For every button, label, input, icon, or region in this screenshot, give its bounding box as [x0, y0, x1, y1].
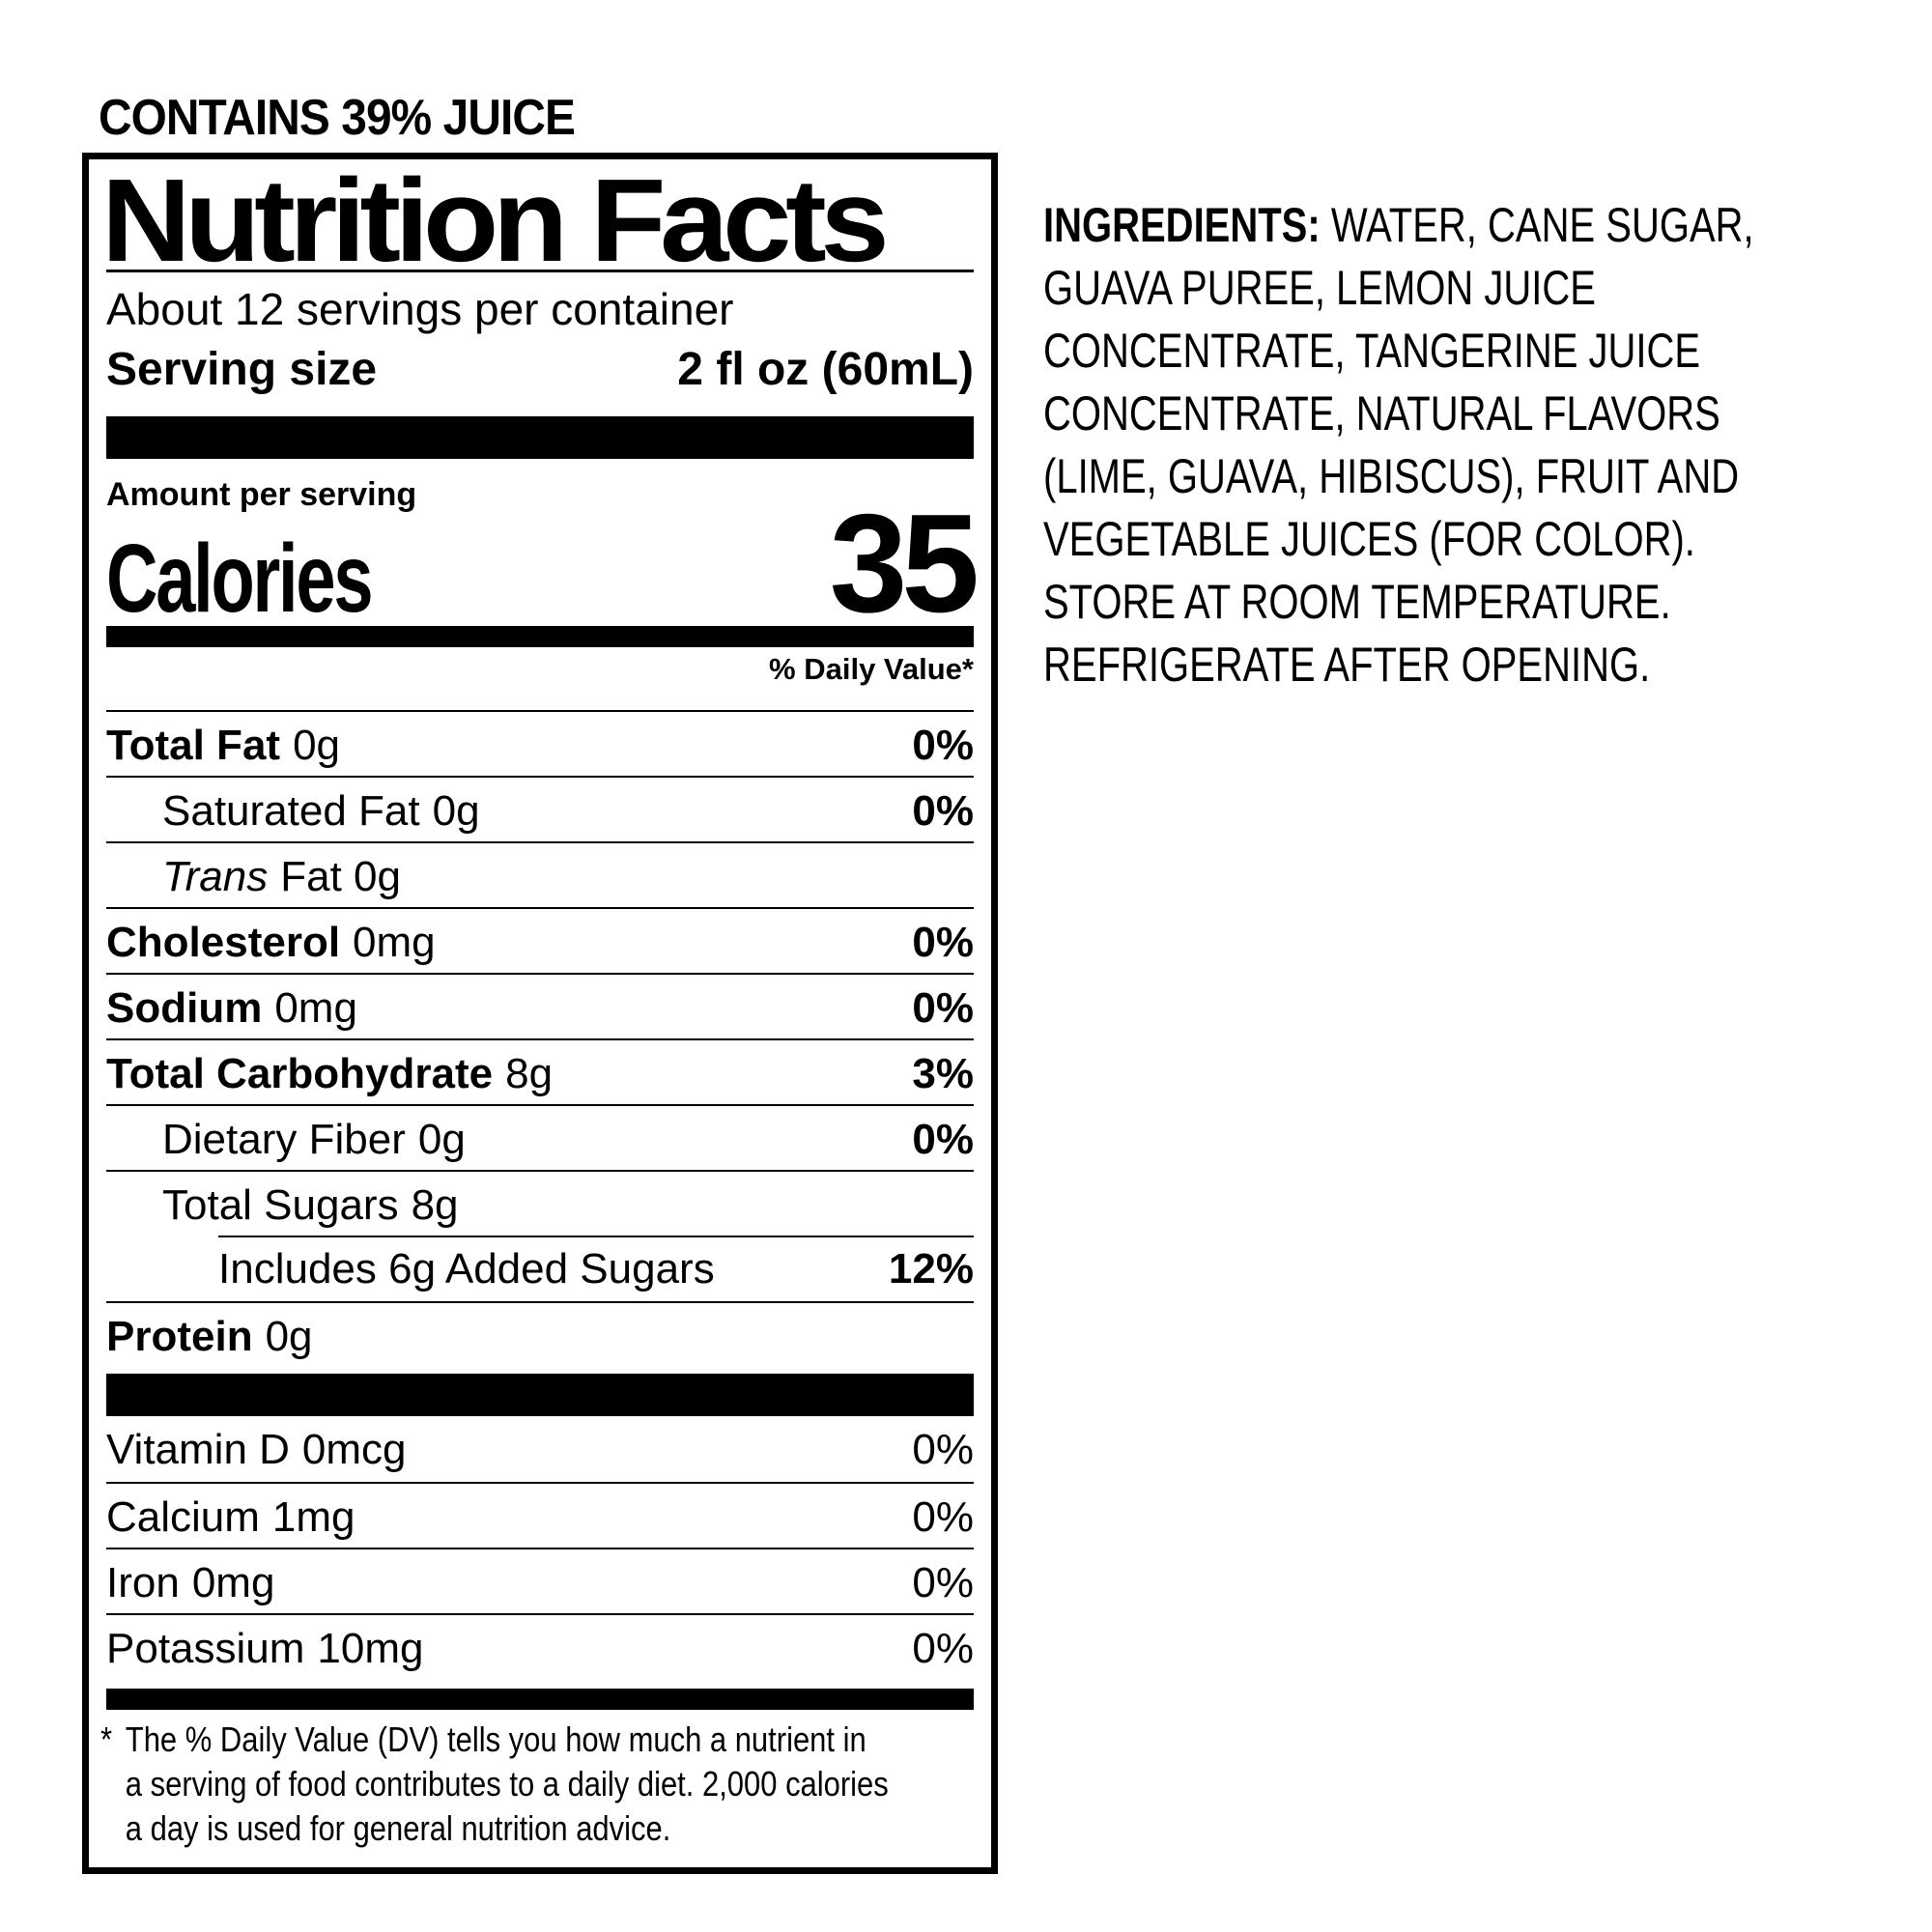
- vitamin-row-potassium: Potassium 10mg 0%: [106, 1613, 974, 1679]
- nutrient-row-saturated-fat: Saturated Fat 0g 0%: [106, 776, 974, 841]
- nutrient-row-total-sugars: Total Sugars 8g: [106, 1170, 974, 1236]
- footnote-text: The % Daily Value (DV) tells you how muc…: [125, 1719, 889, 1848]
- serving-size-row: Serving size 2 fl oz (60mL): [106, 343, 974, 396]
- nutrient-name: Sodium: [106, 984, 263, 1032]
- nutrient-amount: 0g: [265, 1313, 313, 1360]
- nutrient-amount: 0g: [293, 722, 341, 769]
- nutrient-dv: 0%: [912, 1559, 974, 1606]
- nutrient-row-total-fat: Total Fat 0g 0%: [106, 710, 974, 776]
- nutrient-dv: 0%: [912, 1493, 974, 1541]
- nutrient-amount: 0mg: [274, 984, 357, 1032]
- nutrient-name: Saturated Fat: [162, 787, 420, 835]
- nutrient-name: Vitamin D: [106, 1426, 290, 1473]
- vitamin-row-vitamin-d: Vitamin D 0mcg 0%: [106, 1416, 974, 1482]
- nutrient-row-sodium: Sodium 0mg 0%: [106, 973, 974, 1038]
- nutrient-row-dietary-fiber: Dietary Fiber 0g 0%: [106, 1104, 974, 1170]
- ingredients-label: INGREDIENTS:: [1043, 198, 1321, 252]
- nutrient-row-cholesterol: Cholesterol 0mg 0%: [106, 907, 974, 973]
- footnote-asterisk: *: [100, 1719, 113, 1759]
- nutrient-name: Includes 6g Added Sugars: [218, 1245, 715, 1293]
- daily-value-header: % Daily Value*: [769, 652, 974, 686]
- title-divider-rule: [106, 270, 974, 272]
- nutrient-row-total-carbohydrate: Total Carbohydrate 8g 3%: [106, 1038, 974, 1104]
- servings-per-container: About 12 servings per container: [106, 284, 734, 334]
- nutrient-amount: 0g: [432, 787, 480, 835]
- nutrient-name: Dietary Fiber: [162, 1116, 406, 1163]
- nutrient-amount: 8g: [411, 1181, 459, 1229]
- nutrient-rows: Total Fat 0g 0% Saturated Fat 0g 0% Trans F…: [106, 710, 974, 1367]
- contains-juice-statement: CONTAINS 39% JUICE: [99, 90, 576, 146]
- thick-divider-bar: [106, 416, 974, 459]
- ingredients-text: WATER, CANE SUGAR, GUAVA PUREE, LEMON JU…: [1043, 198, 1754, 692]
- thick-divider-bar: [106, 1374, 974, 1416]
- nutrient-name: Protein: [106, 1313, 253, 1360]
- nutrient-dv: 0%: [912, 919, 974, 966]
- nutrition-facts-panel: Nutrition Facts About 12 servings per co…: [82, 153, 998, 1874]
- vitamin-mineral-rows: Vitamin D 0mcg 0% Calcium 1mg 0% Iron 0mg 0…: [106, 1416, 974, 1679]
- nutrient-dv: 0%: [912, 1116, 974, 1163]
- nutrient-name: Potassium: [106, 1625, 305, 1672]
- nutrient-amount: 0mg: [353, 919, 436, 966]
- nutrition-facts-title: Nutrition Facts: [101, 155, 890, 286]
- nutrient-amount: 0mcg: [301, 1426, 407, 1473]
- calories-row: Calories 35: [106, 485, 980, 641]
- nutrient-name: Calcium: [106, 1493, 260, 1541]
- nutrient-amount: 0mg: [191, 1559, 275, 1606]
- ingredients-statement: INGREDIENTS: WATER, CANE SUGAR, GUAVA PU…: [1043, 131, 1816, 696]
- vitamin-row-iron: Iron 0mg 0%: [106, 1548, 974, 1613]
- daily-value-footnote: * The % Daily Value (DV) tells you how m…: [100, 1718, 973, 1851]
- nutrient-dv: 0%: [912, 1426, 974, 1473]
- calories-value: 35: [829, 485, 980, 641]
- nutrient-row-protein: Protein 0g: [106, 1301, 974, 1367]
- nutrient-row-trans-fat: Trans Fat 0g: [106, 841, 974, 907]
- serving-size-label: Serving size: [106, 344, 378, 395]
- nutrient-dv: 0%: [912, 1625, 974, 1672]
- indented-divider-rule: [218, 1236, 974, 1237]
- vitamin-row-calcium: Calcium 1mg 0%: [106, 1482, 974, 1548]
- nutrient-name: Total Sugars: [162, 1181, 399, 1229]
- nutrient-dv: 0%: [912, 787, 974, 835]
- nutrient-amount: 8g: [505, 1050, 554, 1097]
- nutrient-amount: 0g: [417, 1116, 466, 1163]
- nutrient-amount: Fat 0g: [280, 853, 401, 900]
- nutrient-name: Iron: [106, 1559, 180, 1606]
- nutrient-dv: 12%: [888, 1245, 974, 1293]
- amount-per-serving-label: Amount per serving: [106, 476, 417, 513]
- serving-size-value: 2 fl oz (60mL): [677, 344, 974, 395]
- nutrient-name: Cholesterol: [106, 919, 341, 966]
- nutrient-row-added-sugars: Includes 6g Added Sugars 12%: [106, 1236, 974, 1301]
- nutrient-name: Total Fat: [106, 722, 281, 769]
- medium-divider-bar: [106, 626, 974, 647]
- calories-label: Calories: [106, 525, 373, 633]
- nutrient-dv: 3%: [912, 1050, 974, 1097]
- nutrient-name: Total Carbohydrate: [106, 1050, 494, 1097]
- medium-divider-bar: [106, 1689, 974, 1710]
- nutrient-dv: 0%: [912, 722, 974, 769]
- nutrient-name: Trans: [162, 853, 269, 900]
- nutrient-dv: 0%: [912, 984, 974, 1032]
- nutrient-amount: 1mg: [271, 1493, 355, 1541]
- nutrient-amount: 10mg: [317, 1625, 424, 1672]
